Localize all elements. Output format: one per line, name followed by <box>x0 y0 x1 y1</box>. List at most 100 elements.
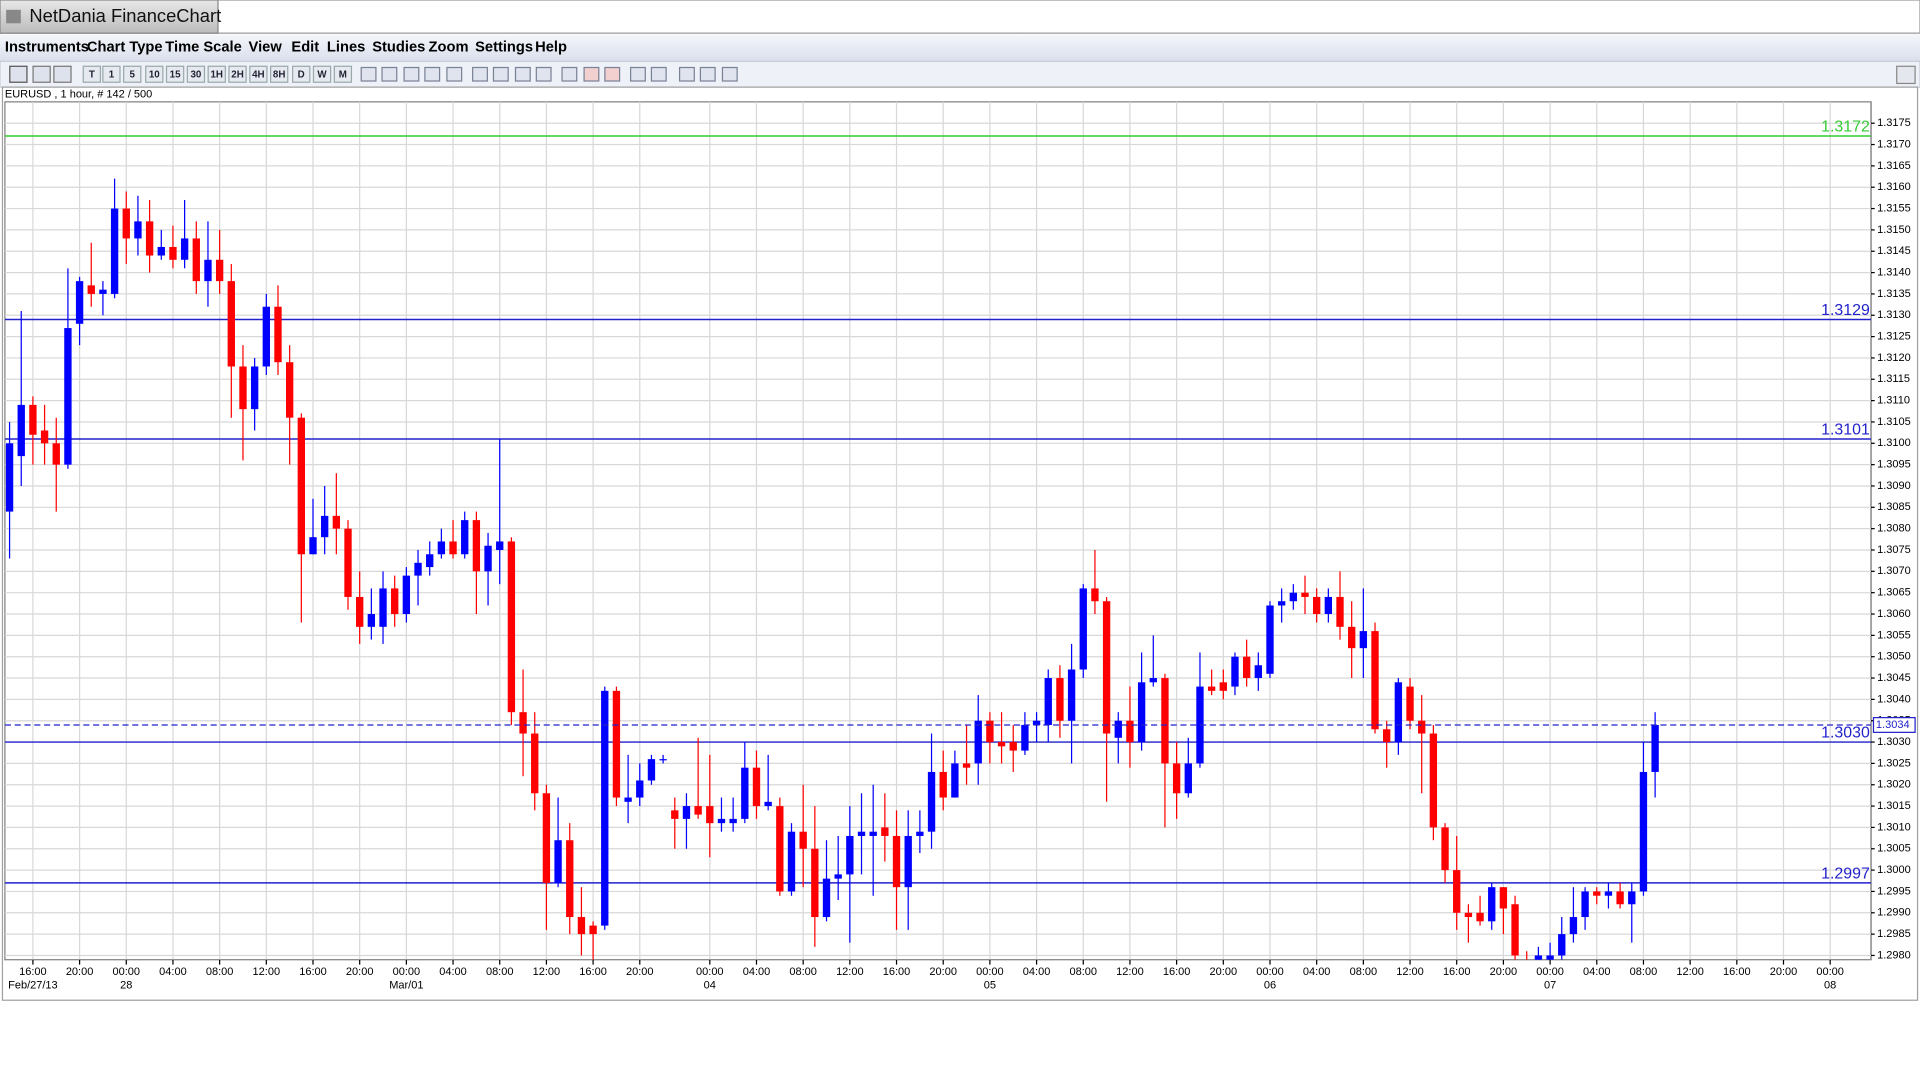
toolbar-button[interactable] <box>145 65 164 83</box>
toolbar-icon[interactable] <box>583 66 600 82</box>
y-tick-label: 1.2985 <box>1877 928 1911 940</box>
toolbar-icon[interactable] <box>53 65 72 83</box>
candle-body <box>64 328 72 465</box>
menu-item[interactable]: Settings <box>475 40 533 56</box>
toolbar-button[interactable] <box>312 65 332 83</box>
candle-body <box>542 793 551 883</box>
candle-body <box>1242 656 1251 679</box>
candle-body <box>706 806 714 824</box>
toolbar-icon[interactable] <box>699 66 716 82</box>
menu-item[interactable]: Time Scale <box>165 40 241 56</box>
menu-item[interactable]: Help <box>535 40 567 56</box>
toolbar-icon[interactable] <box>360 66 377 82</box>
candle-body <box>612 690 621 798</box>
toolbar-icon[interactable] <box>678 66 695 82</box>
menu-item[interactable]: View <box>249 40 283 56</box>
x-tick-label: 16:00 <box>1723 966 1751 978</box>
toolbar-button[interactable] <box>228 65 247 83</box>
y-tick-label: 1.3085 <box>1877 501 1911 513</box>
candle-body <box>215 259 224 282</box>
panel-button[interactable] <box>1896 65 1916 85</box>
candle-body <box>927 771 936 832</box>
title-bar <box>0 0 1920 34</box>
candle-body <box>484 545 492 572</box>
toolbar-icon[interactable] <box>561 66 578 82</box>
candle-body <box>776 806 784 892</box>
candle-body <box>1044 678 1052 725</box>
candle-body <box>122 208 130 239</box>
y-tick-label: 1.3135 <box>1877 288 1911 300</box>
toolbar-button[interactable] <box>186 65 206 83</box>
level-label: 1.3101 <box>1821 422 1870 439</box>
toolbar-button[interactable] <box>102 65 121 83</box>
toolbar-label: 4H <box>252 69 265 80</box>
candle-body <box>834 874 842 879</box>
x-tick-label: 20:00 <box>1490 966 1518 978</box>
toolbar-icon[interactable] <box>492 66 509 82</box>
x-tick-label: 16:00 <box>1163 966 1191 978</box>
candle-body <box>75 281 84 324</box>
candle-body <box>496 541 504 551</box>
x-tick-label: 16:00 <box>299 966 327 978</box>
y-tick-label: 1.3040 <box>1877 693 1911 705</box>
toolbar-icon[interactable] <box>472 66 488 82</box>
candle-body <box>1301 592 1309 597</box>
x-tick-label: 12:00 <box>1676 966 1704 978</box>
x-tick-label: 12:00 <box>1116 966 1144 978</box>
x-tick-label: 00:00 <box>1816 966 1844 978</box>
last-price-label: 1.3034 <box>1876 719 1910 731</box>
toolbar-button[interactable] <box>292 65 311 83</box>
toolbar-icon[interactable] <box>32 65 51 83</box>
toolbar-icon[interactable] <box>381 66 398 82</box>
toolbar-icon[interactable] <box>446 66 463 82</box>
candle-body <box>1289 592 1298 602</box>
candle-body <box>1126 720 1134 743</box>
toolbar-icon[interactable] <box>9 65 28 83</box>
toolbar-icon[interactable] <box>650 66 667 82</box>
y-tick-label: 1.3150 <box>1877 224 1911 236</box>
candle-body <box>1406 686 1414 721</box>
toolbar-icon[interactable] <box>535 66 552 82</box>
y-tick-label: 1.3075 <box>1877 544 1911 556</box>
candle-body <box>1161 678 1169 764</box>
x-tick-label: 12:00 <box>836 966 864 978</box>
menu-item[interactable]: Chart Type <box>87 40 163 56</box>
candle-body <box>659 759 667 761</box>
candle-body <box>1651 724 1659 772</box>
date-label: 06 <box>1264 979 1276 991</box>
menu-item[interactable]: Edit <box>291 40 319 56</box>
toolbar-icon[interactable] <box>721 66 738 82</box>
toolbar-button[interactable] <box>270 65 289 83</box>
toolbar-button[interactable] <box>82 65 102 83</box>
y-tick-label: 1.3115 <box>1877 373 1910 385</box>
toolbar-icon[interactable] <box>424 66 441 82</box>
y-tick-label: 1.3065 <box>1877 587 1911 599</box>
toolbar-icon[interactable] <box>403 66 420 82</box>
toolbar-icon[interactable] <box>514 66 531 82</box>
menu-item[interactable]: Zoom <box>429 40 469 56</box>
toolbar-button[interactable] <box>123 65 142 83</box>
y-tick-label: 1.3020 <box>1877 779 1911 791</box>
toolbar-button[interactable] <box>207 65 226 83</box>
y-tick-label: 1.3170 <box>1877 138 1911 150</box>
toolbar-button[interactable] <box>249 65 268 83</box>
toolbar-icon[interactable] <box>604 66 621 82</box>
toolbar-icon[interactable] <box>630 66 646 82</box>
toolbar-button[interactable] <box>165 65 185 83</box>
menu-item[interactable]: Instruments <box>5 40 89 56</box>
candle-body <box>99 289 107 294</box>
candle-body <box>1616 891 1624 905</box>
candle-body <box>787 831 796 892</box>
y-tick-label: 1.3050 <box>1877 651 1911 663</box>
toolbar-label: W <box>317 69 327 80</box>
candle-body <box>1546 955 1554 960</box>
candle-body <box>1184 763 1192 794</box>
menu-item[interactable]: Lines <box>327 40 365 56</box>
y-tick-label: 1.3140 <box>1877 266 1911 278</box>
y-tick-label: 1.3130 <box>1877 309 1911 321</box>
x-tick-label: 04:00 <box>439 966 467 978</box>
x-tick-label: 20:00 <box>626 966 654 978</box>
menu-item[interactable]: Studies <box>372 40 425 56</box>
candle-body <box>1476 912 1484 922</box>
toolbar-button[interactable] <box>333 65 353 83</box>
